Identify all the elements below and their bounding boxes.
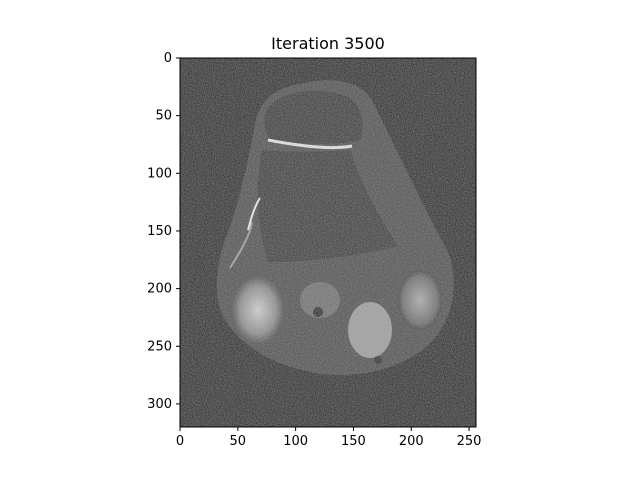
x-axis: 0 50 100 150 200 250 xyxy=(176,427,482,449)
mri-knee-slice-image xyxy=(180,58,476,427)
y-tick-label: 50 xyxy=(155,109,172,124)
y-tick-label: 200 xyxy=(147,282,172,297)
x-tick-label: 100 xyxy=(283,434,308,449)
x-tick-label: 200 xyxy=(399,434,424,449)
axes-frame xyxy=(179,57,477,428)
y-tick-label: 100 xyxy=(147,166,172,181)
y-tick-label: 0 xyxy=(164,51,172,66)
y-tick-label: 300 xyxy=(147,397,172,412)
plot-title: Iteration 3500 xyxy=(271,34,385,53)
x-tick-label: 150 xyxy=(341,434,366,449)
y-tick-label: 150 xyxy=(147,224,172,239)
y-axis: 0 50 100 150 200 250 300 xyxy=(147,51,180,412)
x-tick-label: 0 xyxy=(176,434,184,449)
y-tick-label: 250 xyxy=(147,339,172,354)
x-tick-label: 50 xyxy=(230,434,247,449)
x-tick-label: 250 xyxy=(457,434,482,449)
